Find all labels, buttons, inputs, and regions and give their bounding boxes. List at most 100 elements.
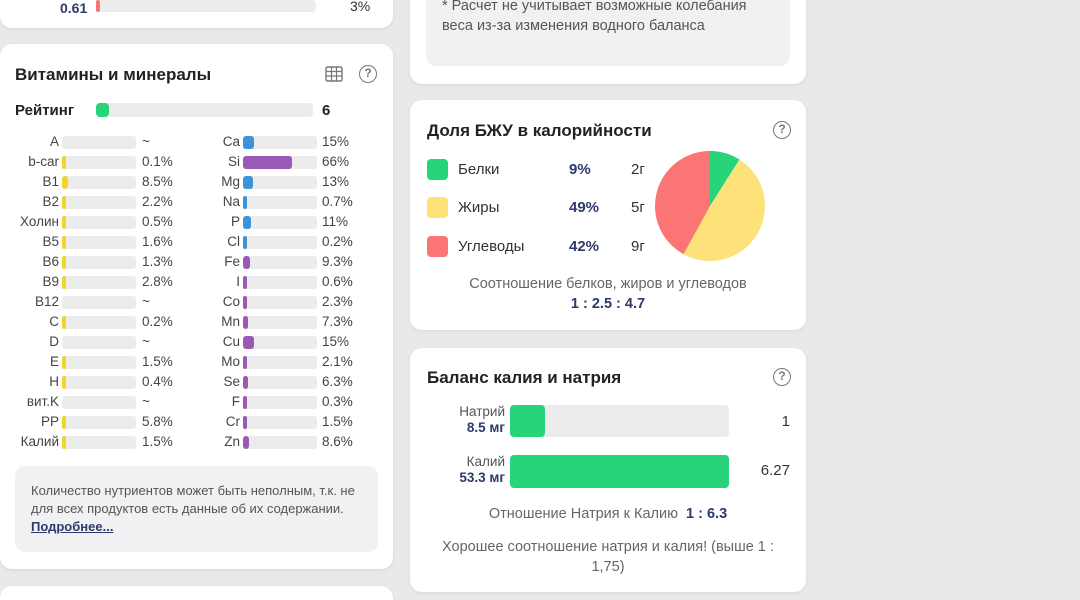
- macro-label: Белки: [458, 161, 500, 178]
- nutrient-name: P: [230, 214, 240, 229]
- nutrient-bar-fill: [243, 156, 292, 169]
- nutrient-value: 0.6%: [322, 274, 353, 289]
- nutrient-bar: [243, 256, 317, 269]
- nutrient-value: ~: [142, 294, 150, 309]
- nutrient-value: 5.8%: [142, 414, 173, 429]
- nutrient-name: Холин: [20, 214, 59, 229]
- legend-swatch: [427, 236, 448, 257]
- nutrient-value: 7.3%: [322, 314, 353, 329]
- previous-card-fragment: 0.61 3%: [0, 0, 393, 28]
- nutrient-value: 0.3%: [322, 394, 353, 409]
- nutrient-name: Si: [227, 154, 240, 169]
- nutrient-bar: [62, 416, 136, 429]
- nutrient-bar: [243, 396, 317, 409]
- potassium-bar-fill: [510, 455, 729, 488]
- sodium-bar-fill: [510, 405, 546, 437]
- nutrient-bar-fill: [243, 256, 250, 269]
- nutrient-row: D ~: [0, 334, 393, 350]
- nutrient-bar: [62, 436, 136, 449]
- macros-pie-chart: [655, 151, 766, 262]
- nutrient-row: b-car 0.1%: [0, 154, 393, 170]
- nutrient-bar-fill: [243, 196, 247, 209]
- macro-row-protein: Белки 9% 2г: [427, 159, 657, 181]
- more-info-link[interactable]: Подробнее...: [31, 519, 114, 534]
- nutrient-row: Холин 0.5%: [0, 214, 393, 230]
- nutrient-row: B2 2.2%: [0, 194, 393, 210]
- macro-row-fat: Жиры 49% 5г: [427, 197, 657, 219]
- nutrient-bar-fill: [62, 156, 66, 169]
- nutrient-row: вит.K ~: [0, 394, 393, 410]
- nutrient-row: Калий 1.5%: [0, 434, 393, 450]
- nutrient-bar-fill: [243, 176, 253, 189]
- potassium-label: Калий: [466, 454, 505, 469]
- nutrient-name: B9: [42, 274, 59, 289]
- nutrient-value: 0.7%: [322, 194, 353, 209]
- nutrient-name: B1: [42, 174, 59, 189]
- nutrient-bar-fill: [62, 256, 66, 269]
- nutrient-value: 0.4%: [142, 374, 173, 389]
- nutrient-value: 1.5%: [322, 414, 353, 429]
- nutrient-row: Cr 1.5%: [0, 414, 393, 430]
- nutrient-name: A: [49, 134, 59, 149]
- help-icon[interactable]: ?: [773, 368, 791, 386]
- help-icon[interactable]: ?: [359, 65, 377, 83]
- nutrient-name: Mo: [221, 354, 240, 369]
- nutrient-value: 1.5%: [142, 354, 173, 369]
- nutrient-bar-fill: [62, 236, 66, 249]
- nutrient-bar: [62, 336, 136, 349]
- nutrient-value: ~: [142, 334, 150, 349]
- nutrient-row: Si 66%: [0, 154, 393, 170]
- nutrient-row: Mg 13%: [0, 174, 393, 190]
- nutrient-bar-fill: [62, 416, 66, 429]
- nutrient-bar: [62, 396, 136, 409]
- nutrient-bar: [62, 196, 136, 209]
- macro-grams: 2г: [631, 161, 645, 178]
- nutrient-bar: [243, 136, 317, 149]
- nutrient-name: Co: [222, 294, 240, 309]
- nutrient-row: B1 8.5%: [0, 174, 393, 190]
- nutrient-bar-fill: [243, 236, 247, 249]
- macro-percent: 49%: [569, 199, 600, 216]
- sodium-ratio: 1: [781, 413, 790, 430]
- help-icon[interactable]: ?: [773, 121, 791, 139]
- nutrient-bar: [243, 156, 317, 169]
- ratio-verdict: Хорошее соотношение натрия и калия! (выш…: [442, 539, 774, 575]
- nutrient-name: PP: [40, 414, 59, 429]
- nutrient-name: Cu: [222, 334, 240, 349]
- nutrient-name: Zn: [224, 434, 240, 449]
- nutrient-bar: [62, 296, 136, 309]
- nutrient-row: B12 ~: [0, 294, 393, 310]
- nutrient-value: ~: [142, 394, 150, 409]
- nutrient-bar-fill: [243, 416, 247, 429]
- pie-slice-2: [655, 151, 710, 255]
- nutrient-row: C 0.2%: [0, 314, 393, 330]
- macro-grams: 9г: [631, 238, 645, 255]
- vitamins-title: Витамины и минералы: [15, 65, 212, 84]
- nutrient-bar-fill: [62, 196, 66, 209]
- nutrient-name: b-car: [28, 154, 59, 169]
- nutrient-row: F 0.3%: [0, 394, 393, 410]
- nutrient-row: PP 5.8%: [0, 414, 393, 430]
- nutrient-bar-fill: [243, 136, 254, 149]
- nutrient-name: Fe: [224, 254, 240, 269]
- nutrient-bar: [243, 236, 317, 249]
- sodium-amount: 8.5 мг: [466, 420, 505, 435]
- nutrient-bar: [62, 216, 136, 229]
- nutrient-bar-fill: [243, 356, 247, 369]
- nutrient-bar: [243, 376, 317, 389]
- completeness-note: Количество нутриентов может быть неполны…: [15, 466, 378, 552]
- nutrient-bar-fill: [243, 436, 249, 449]
- table-icon[interactable]: [324, 64, 344, 84]
- weight-note: * Расчет не учитывает возможные колебани…: [426, 0, 790, 66]
- vitamins-minerals-card: Витамины и минералы ? Рейтинг 6 A ~ b-car 0…: [0, 44, 393, 569]
- potassium-sodium-card: Баланс калия и натрия ? Натрий 8.5 мг 1 …: [410, 348, 806, 592]
- potassium-bar: [510, 455, 729, 488]
- nutrient-row: Fe 9.3%: [0, 254, 393, 270]
- nutrient-value: ~: [142, 134, 150, 149]
- relation-label: Отношение Натрия к Калию: [488, 506, 678, 522]
- macro-label: Углеводы: [458, 238, 525, 255]
- macros-ratio-value: 1 : 2.5 : 4.7: [570, 296, 646, 312]
- nutrient-value: 11%: [322, 214, 349, 229]
- potassium-amount: 53.3 мг: [459, 470, 505, 485]
- nutrient-row: Mo 2.1%: [0, 354, 393, 370]
